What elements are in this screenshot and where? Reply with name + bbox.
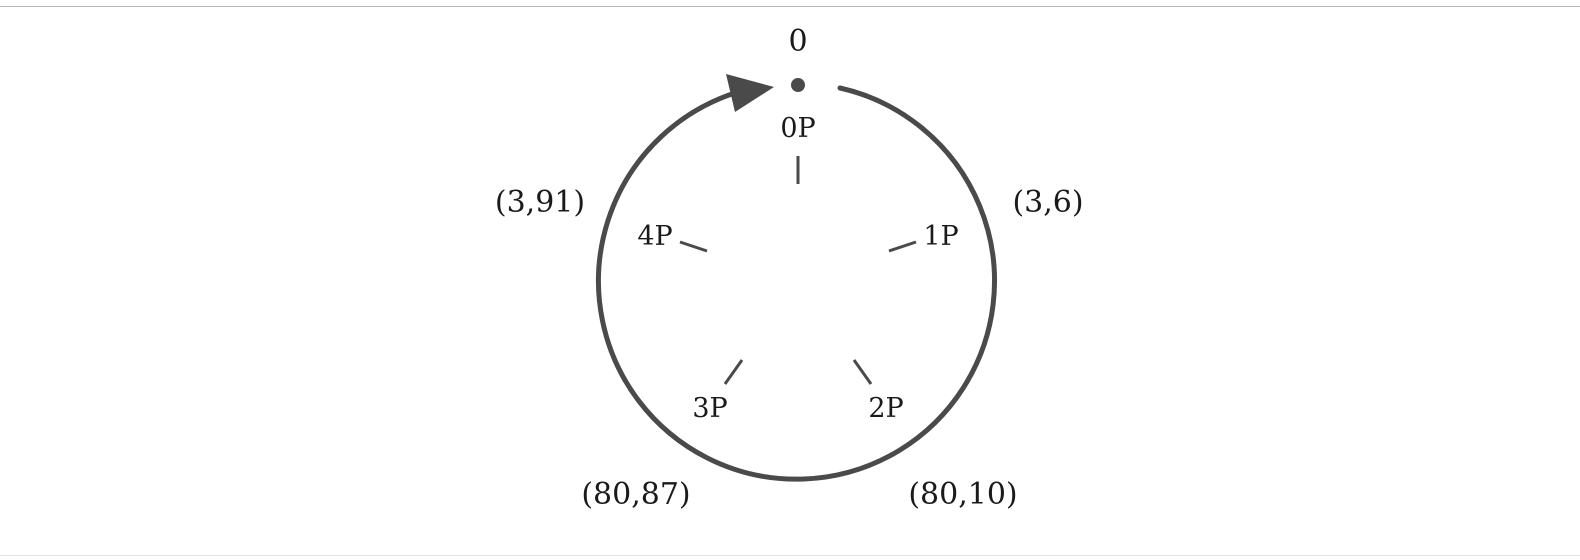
tick-1P <box>888 240 917 253</box>
tick-3P <box>723 359 744 385</box>
arc-label-80-10: (80,10) <box>908 477 1017 512</box>
start-dot <box>791 78 805 92</box>
arc-label-80-87: (80,87) <box>581 477 690 512</box>
bottom-divider <box>0 555 1580 556</box>
position-label-4P: 4P <box>637 221 672 252</box>
top-divider <box>0 6 1580 7</box>
position-label-0P: 0P <box>780 113 815 144</box>
arc-label-3-91: (3,91) <box>495 185 585 220</box>
tick-4P <box>679 240 708 253</box>
cycle-arc <box>596 85 997 482</box>
tick-2P <box>852 359 873 385</box>
position-label-2P: 2P <box>868 393 903 424</box>
arrow-head-icon <box>726 74 774 112</box>
position-label-3P: 3P <box>692 393 727 424</box>
position-label-1P: 1P <box>923 221 958 252</box>
arc-label-3-6: (3,6) <box>1012 185 1083 220</box>
start-label: 0 <box>788 24 807 59</box>
